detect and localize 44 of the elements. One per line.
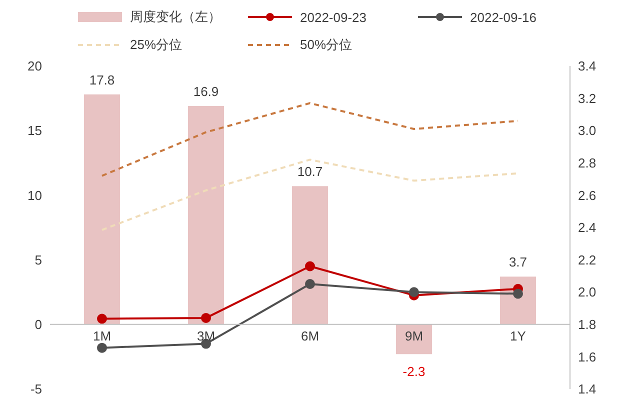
point	[305, 261, 315, 272]
y-tick-label: 10	[28, 188, 42, 203]
y2-tick-label: 3.4	[578, 58, 596, 74]
bar	[292, 186, 328, 324]
point	[97, 314, 107, 324]
legend-label: 25%分位	[130, 36, 182, 54]
y2-tick-label: 2.4	[578, 220, 596, 236]
x-tick-label: 1Y	[510, 328, 526, 344]
x-tick-label: 1M	[92, 328, 112, 344]
data-label: 10.7	[297, 164, 323, 180]
y2-tick-label: 1.4	[578, 382, 596, 397]
legend-label: 50%分位	[300, 36, 352, 54]
y2-tick-label: 1.6	[578, 349, 596, 364]
data-label: 16.9	[193, 84, 219, 100]
legend-label: 周度变化（左）	[130, 8, 221, 26]
line-series	[101, 158, 519, 231]
point	[513, 288, 523, 299]
data-label: 3.7	[508, 254, 528, 270]
y2-tick-label: 2.6	[578, 188, 596, 203]
x-tick-label: 6M	[300, 328, 320, 344]
bar	[188, 106, 224, 324]
y2-tick-label: 2.0	[578, 284, 596, 300]
y2-tick-label: 1.8	[578, 317, 596, 332]
y-tick-label: -5	[30, 382, 42, 397]
y-tick-label: 5	[34, 252, 42, 268]
data-label: 17.8	[89, 72, 115, 88]
bar	[84, 94, 120, 324]
y-tick-label: 15	[28, 123, 42, 138]
y2-tick-label: 2.8	[578, 156, 596, 171]
y2-tick-label: 3.0	[578, 123, 596, 138]
x-tick-label: 3M	[196, 328, 216, 344]
legend-label: 2022-09-23	[300, 10, 366, 24]
point	[97, 342, 107, 353]
y-tick-label: 0	[34, 317, 42, 332]
x-tick-label: 9M	[404, 328, 424, 344]
line-series	[101, 102, 519, 177]
point	[409, 287, 419, 298]
y2-tick-label: 3.2	[578, 90, 596, 106]
y2-tick-label: 2.2	[578, 252, 596, 268]
point	[305, 279, 315, 290]
y-tick-label: 20	[28, 58, 42, 74]
data-label: -2.3	[402, 364, 426, 380]
point	[201, 312, 211, 323]
legend-label: 2022-09-16	[470, 10, 536, 24]
